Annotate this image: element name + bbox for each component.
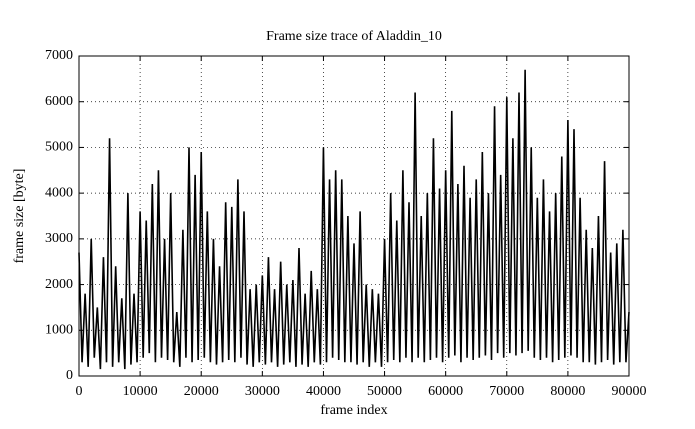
x-tick-label: 50000 — [367, 384, 402, 399]
chart-title: Frame size trace of Aladdin_10 — [266, 29, 442, 44]
x-tick-label: 30000 — [245, 384, 280, 399]
x-tick-label: 20000 — [184, 384, 219, 399]
y-tick-label: 6000 — [45, 94, 73, 109]
plot-frame — [78, 55, 630, 377]
trace-line — [78, 69, 630, 370]
y-tick-label: 2000 — [45, 277, 73, 292]
y-tick-label: 4000 — [45, 185, 73, 200]
y-tick-label: 3000 — [45, 231, 73, 246]
x-tick-label: 60000 — [428, 384, 463, 399]
x-tick-label: 70000 — [489, 384, 524, 399]
x-axis-label: frame index — [320, 403, 387, 418]
y-tick-label: 5000 — [45, 140, 73, 155]
x-tick-label: 90000 — [612, 384, 647, 399]
y-tick-label: 1000 — [45, 323, 73, 338]
y-tick-label: 7000 — [45, 48, 73, 63]
x-tick-label: 80000 — [550, 384, 585, 399]
y-axis-label: frame size [byte] — [12, 169, 27, 264]
x-tick-label: 40000 — [306, 384, 341, 399]
x-tick-label: 0 — [76, 384, 83, 399]
x-tick-label: 10000 — [123, 384, 158, 399]
y-tick-label: 0 — [66, 368, 73, 383]
